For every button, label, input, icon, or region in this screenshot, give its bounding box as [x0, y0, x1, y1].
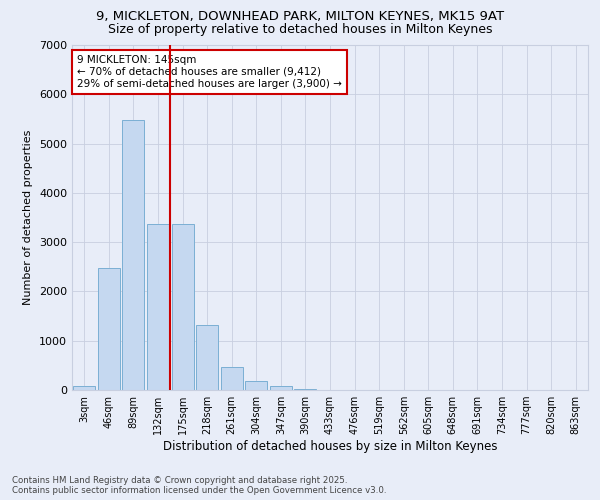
Y-axis label: Number of detached properties: Number of detached properties [23, 130, 34, 305]
Text: Contains HM Land Registry data © Crown copyright and database right 2025.
Contai: Contains HM Land Registry data © Crown c… [12, 476, 386, 495]
Bar [73, 386, 95, 390]
Bar [245, 381, 268, 390]
Bar [196, 326, 218, 390]
Bar [270, 386, 292, 390]
Bar [295, 388, 316, 390]
Bar [172, 224, 194, 390]
Bar [98, 268, 120, 390]
Text: 9, MICKLETON, DOWNHEAD PARK, MILTON KEYNES, MK15 9AT: 9, MICKLETON, DOWNHEAD PARK, MILTON KEYN… [96, 10, 504, 23]
Text: Size of property relative to detached houses in Milton Keynes: Size of property relative to detached ho… [108, 22, 492, 36]
Bar [147, 224, 169, 390]
Bar [122, 120, 145, 390]
Text: 9 MICKLETON: 145sqm
← 70% of detached houses are smaller (9,412)
29% of semi-det: 9 MICKLETON: 145sqm ← 70% of detached ho… [77, 56, 342, 88]
X-axis label: Distribution of detached houses by size in Milton Keynes: Distribution of detached houses by size … [163, 440, 497, 453]
Bar [221, 368, 243, 390]
